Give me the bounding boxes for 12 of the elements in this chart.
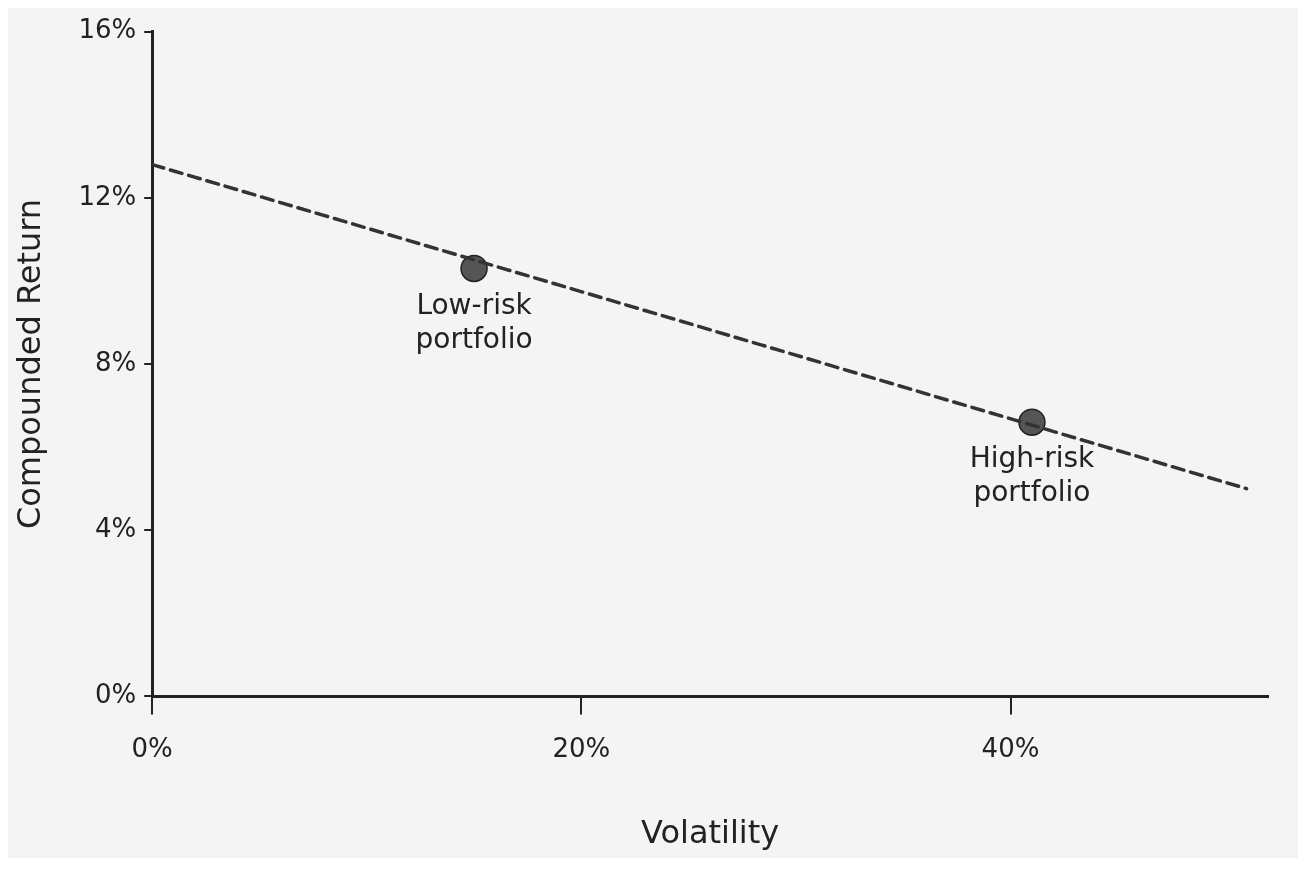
x-axis-title: Volatility xyxy=(641,813,780,852)
x-tick-label: 40% xyxy=(981,732,1040,763)
y-tick-label: 16% xyxy=(78,14,137,45)
y-tick-label: 12% xyxy=(78,180,137,211)
x-tick-label: 20% xyxy=(552,732,611,763)
annotation: Low-risk portfolio xyxy=(415,287,533,355)
y-tick-label: 0% xyxy=(94,679,137,710)
y-tick-label: 4% xyxy=(94,512,137,543)
annotation: High-risk portfolio xyxy=(969,441,1096,509)
x-tick-label: 0% xyxy=(131,732,173,763)
y-axis-title: Compounded Return xyxy=(9,198,48,530)
y-tick-label: 8% xyxy=(94,346,137,377)
